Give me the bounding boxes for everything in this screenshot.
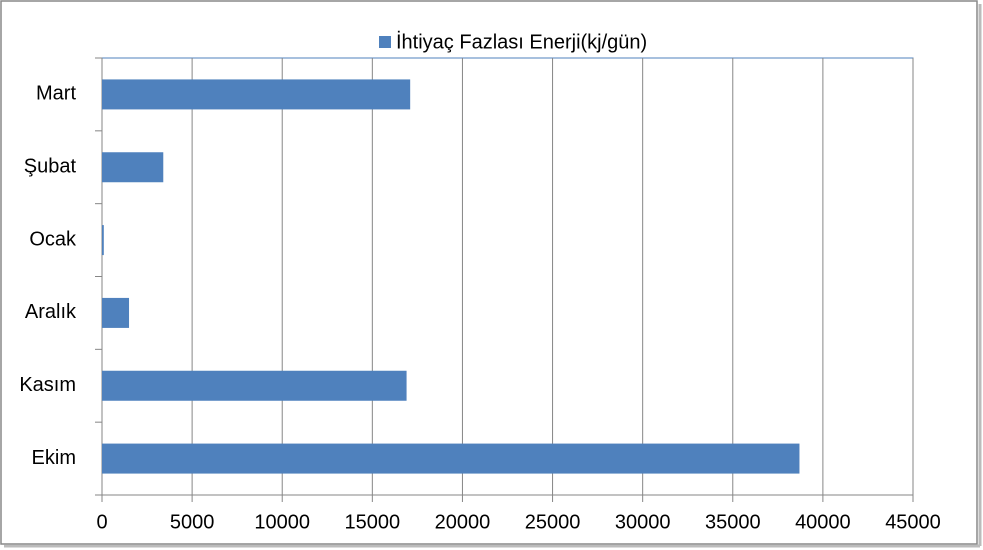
- x-tick-label: 20000: [435, 511, 491, 533]
- x-tick-label: 15000: [345, 511, 401, 533]
- x-tick-label: 10000: [254, 511, 310, 533]
- y-tick-label: Ekim: [32, 447, 76, 469]
- legend-label: İhtiyaç Fazlası Enerji(kj/gün): [396, 30, 647, 53]
- x-tick-label: 5000: [170, 511, 215, 533]
- bar: [102, 370, 407, 401]
- x-tick-label: 45000: [885, 511, 941, 533]
- x-tick-label: 0: [96, 511, 107, 533]
- y-tick-label: Mart: [36, 83, 76, 105]
- bar: [102, 225, 104, 256]
- bar: [102, 297, 130, 328]
- bar: [102, 152, 164, 183]
- y-tick-label: Aralık: [25, 301, 77, 323]
- x-tick-label: 30000: [615, 511, 671, 533]
- y-tick-label: Şubat: [24, 156, 77, 178]
- x-tick-label: 25000: [525, 511, 581, 533]
- y-tick-label: Ocak: [29, 228, 77, 250]
- legend-swatch: [379, 36, 391, 48]
- y-tick-label: Kasım: [19, 374, 76, 396]
- bar: [102, 79, 411, 110]
- bar: [102, 443, 800, 474]
- x-tick-label: 35000: [705, 511, 761, 533]
- x-tick-label: 40000: [795, 511, 851, 533]
